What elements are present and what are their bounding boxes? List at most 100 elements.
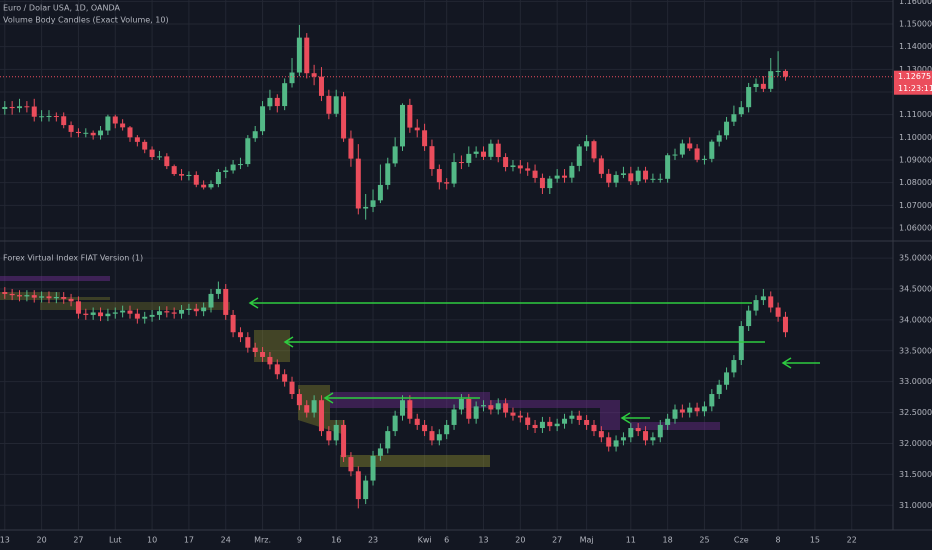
candle-body (481, 151, 487, 157)
candle-body (120, 123, 126, 128)
candle-body (245, 337, 251, 348)
x-tick-label: 6 (444, 536, 449, 545)
candle-body (120, 310, 126, 313)
candle-body (429, 146, 435, 170)
last-price-box (894, 70, 932, 95)
candle-body (782, 70, 788, 77)
countdown-label: 11:23:11 (898, 84, 932, 93)
candle-body (679, 409, 685, 413)
candle-body (245, 138, 251, 165)
candle-body (53, 297, 59, 299)
candle-body (466, 153, 472, 163)
candle-body (525, 417, 531, 425)
band (0, 292, 110, 300)
candle-body (296, 37, 302, 73)
candle-body (701, 158, 707, 160)
candle-body (547, 178, 553, 189)
x-tick-label: 8 (776, 536, 781, 545)
candle-body (495, 143, 501, 158)
candle-body (753, 83, 759, 88)
candle-body (333, 424, 339, 441)
candle-body (252, 347, 258, 353)
y-tick-label: 1.07000 (899, 201, 932, 210)
candle-body (237, 164, 243, 166)
candle-body (267, 97, 273, 107)
candle-body (164, 311, 170, 313)
candle-body (724, 372, 730, 385)
candle-body (613, 440, 619, 447)
candle-body (112, 312, 118, 314)
x-tick-label: Lut (109, 536, 122, 545)
candle-body (481, 405, 487, 407)
candles (0, 24, 893, 509)
candle-body (738, 107, 744, 115)
arrow (248, 297, 752, 309)
candle-body (208, 184, 214, 188)
candle-body (377, 184, 383, 201)
candle-body (355, 471, 361, 500)
candle-body (429, 431, 435, 441)
candle-body (606, 173, 612, 183)
candle-body (304, 405, 310, 413)
candle-body (643, 431, 649, 441)
x-tick-label: 11 (626, 536, 636, 545)
y-tick-label: 33.00000 (899, 377, 932, 386)
candle-body (694, 148, 700, 160)
candle-body (436, 434, 442, 441)
candle-body (701, 406, 707, 412)
candle-body (724, 121, 730, 136)
candle-body (274, 97, 280, 107)
candle-body (2, 106, 8, 110)
candle-body (458, 398, 464, 410)
candle-body (488, 143, 494, 157)
x-tick-label: 24 (221, 536, 231, 545)
candle-body (31, 106, 37, 117)
y-tick-label: 1.06000 (899, 223, 932, 232)
candle-body (598, 431, 604, 438)
y-tick-label: 1.11000 (899, 110, 932, 119)
candle-body (326, 431, 332, 441)
candle-body (716, 135, 722, 142)
candle-body (318, 400, 324, 432)
candle-body (451, 409, 457, 425)
x-tick-label: Cze (734, 536, 749, 545)
x-tick-label: 13 (478, 536, 488, 545)
candle-body (186, 174, 192, 176)
candle-body (341, 96, 347, 139)
candle-body (215, 172, 221, 185)
candle-body (657, 424, 663, 438)
y-tick-label: 31.00000 (899, 501, 932, 510)
candle-body (510, 165, 516, 168)
candle-body (75, 131, 81, 134)
candle-body (768, 71, 774, 89)
candle-body (105, 116, 111, 131)
band (340, 455, 490, 467)
candle-body (399, 400, 405, 416)
x-tick-label: 25 (699, 536, 709, 545)
candle-body (142, 316, 148, 319)
candle-body (422, 130, 428, 147)
candle-body (665, 418, 671, 425)
y-tick-label: 1.13000 (899, 65, 932, 74)
candle-body (17, 106, 23, 109)
x-tick-label: 27 (552, 536, 562, 545)
candle-body (311, 73, 317, 77)
candle-body (591, 141, 597, 159)
candle-body (768, 296, 774, 308)
x-tick-label: 16 (331, 536, 341, 545)
y-tick-label: 1.09000 (899, 156, 932, 165)
candle-body (716, 384, 722, 395)
candle-body (46, 116, 52, 118)
band (0, 276, 110, 281)
candle-body (289, 72, 295, 84)
candle-body (628, 428, 634, 438)
x-tick-label: Kwi (418, 536, 432, 545)
candle-body (687, 143, 693, 149)
candle-body (75, 301, 81, 314)
candle-body (650, 437, 656, 441)
candle-body (363, 206, 369, 209)
candle-body (260, 352, 266, 357)
band (630, 422, 720, 430)
candle-body (252, 131, 258, 139)
